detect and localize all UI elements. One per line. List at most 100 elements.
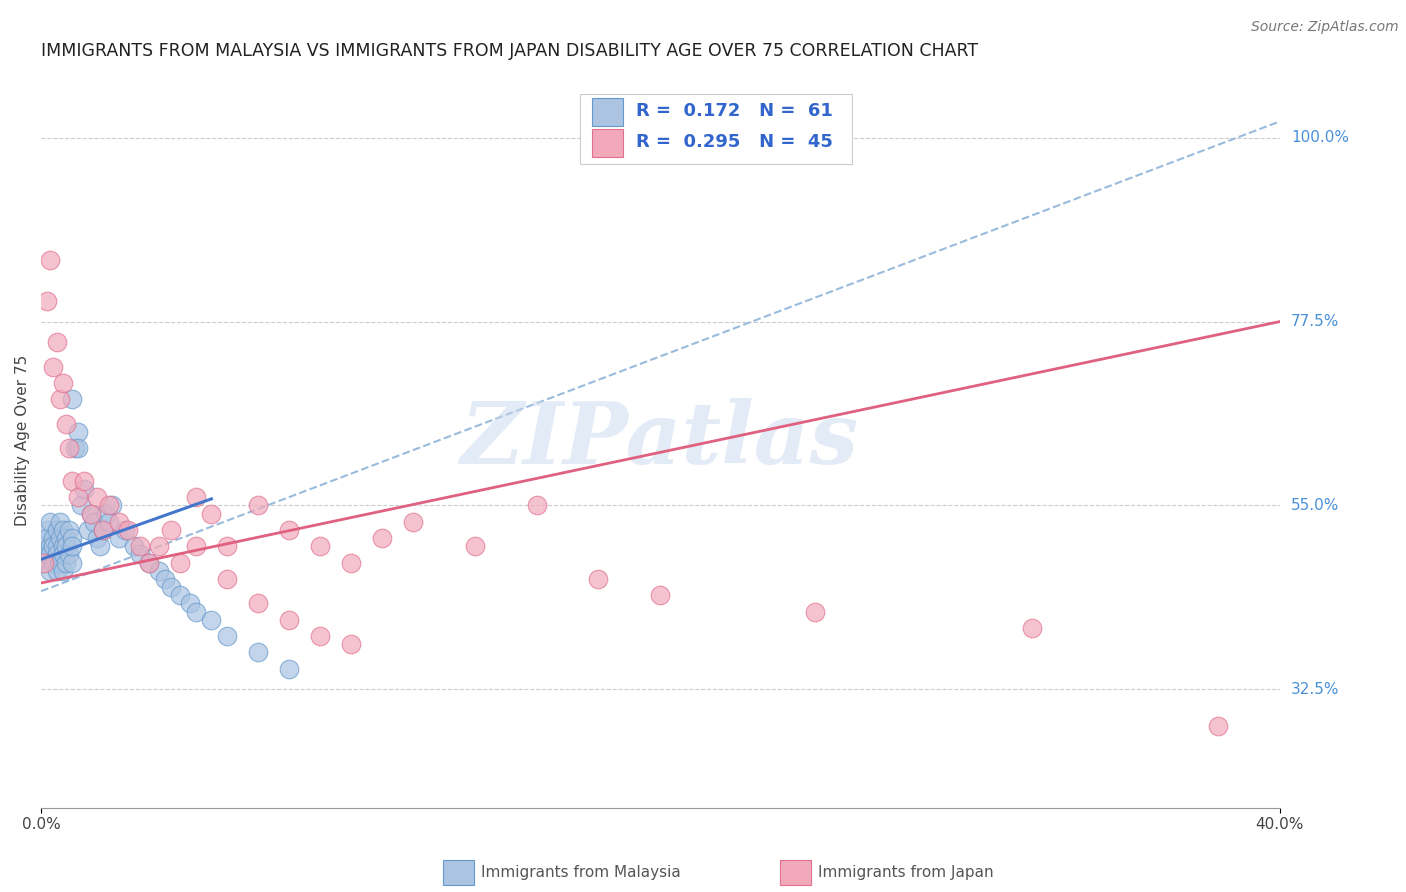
- Point: [42, 556, 65, 570]
- Point: [55, 531, 77, 545]
- Point: [48, 392, 70, 407]
- Point: [83, 515, 105, 529]
- Point: [160, 580, 183, 594]
- Point: [52, 376, 75, 390]
- Point: [37, 548, 59, 562]
- Point: [122, 539, 145, 553]
- Point: [129, 548, 152, 562]
- Point: [48, 531, 70, 545]
- Point: [117, 523, 139, 537]
- Point: [169, 588, 191, 602]
- Point: [37, 294, 59, 309]
- Point: [58, 548, 80, 562]
- Point: [184, 605, 207, 619]
- Point: [89, 539, 111, 553]
- Point: [107, 531, 129, 545]
- Point: [107, 515, 129, 529]
- Point: [804, 605, 827, 619]
- Point: [79, 507, 101, 521]
- Point: [98, 515, 121, 529]
- Point: [73, 474, 96, 488]
- Point: [73, 482, 96, 496]
- Point: [246, 645, 269, 659]
- Point: [1021, 621, 1043, 635]
- Point: [148, 564, 170, 578]
- Point: [86, 490, 108, 504]
- Y-axis label: Disability Age Over 75: Disability Age Over 75: [15, 354, 30, 525]
- Point: [246, 499, 269, 513]
- Text: 100.0%: 100.0%: [1291, 130, 1348, 145]
- Point: [45, 523, 67, 537]
- Point: [246, 597, 269, 611]
- Point: [101, 499, 124, 513]
- Point: [86, 531, 108, 545]
- Point: [138, 556, 160, 570]
- Point: [48, 556, 70, 570]
- Point: [55, 539, 77, 553]
- Point: [526, 499, 548, 513]
- Point: [39, 564, 62, 578]
- Point: [464, 539, 486, 553]
- Point: [308, 539, 330, 553]
- Point: [52, 548, 75, 562]
- Point: [42, 359, 65, 374]
- Point: [45, 548, 67, 562]
- Point: [55, 417, 77, 431]
- Point: [588, 572, 610, 586]
- Point: [39, 253, 62, 268]
- Point: [160, 523, 183, 537]
- Text: Source: ZipAtlas.com: Source: ZipAtlas.com: [1251, 20, 1399, 34]
- Point: [148, 539, 170, 553]
- Point: [200, 507, 222, 521]
- Text: ZIPatlas: ZIPatlas: [461, 399, 859, 482]
- Text: 77.5%: 77.5%: [1291, 314, 1339, 329]
- Point: [91, 523, 114, 537]
- Point: [39, 539, 62, 553]
- Point: [42, 531, 65, 545]
- Point: [52, 523, 75, 537]
- Point: [184, 539, 207, 553]
- Point: [67, 425, 90, 439]
- Point: [277, 662, 299, 676]
- Point: [63, 441, 86, 455]
- Point: [129, 539, 152, 553]
- Text: R =  0.172   N =  61: R = 0.172 N = 61: [636, 103, 832, 120]
- Point: [1206, 719, 1229, 733]
- Point: [200, 613, 222, 627]
- Point: [402, 515, 425, 529]
- Point: [60, 539, 83, 553]
- Point: [94, 507, 117, 521]
- Point: [42, 539, 65, 553]
- Point: [58, 523, 80, 537]
- Point: [277, 613, 299, 627]
- Point: [650, 588, 672, 602]
- Point: [114, 523, 136, 537]
- Text: 55.0%: 55.0%: [1291, 498, 1339, 513]
- Point: [39, 548, 62, 562]
- Point: [70, 499, 93, 513]
- Point: [370, 531, 392, 545]
- Text: Immigrants from Japan: Immigrants from Japan: [818, 865, 994, 880]
- Point: [67, 490, 90, 504]
- Point: [215, 629, 238, 643]
- Point: [60, 531, 83, 545]
- Point: [179, 597, 201, 611]
- FancyBboxPatch shape: [592, 98, 623, 126]
- Point: [55, 556, 77, 570]
- Point: [39, 515, 62, 529]
- Point: [184, 490, 207, 504]
- Point: [76, 523, 98, 537]
- Point: [37, 531, 59, 545]
- Point: [37, 523, 59, 537]
- Point: [308, 629, 330, 643]
- Point: [45, 334, 67, 349]
- Point: [79, 507, 101, 521]
- Point: [32, 556, 55, 570]
- Point: [58, 441, 80, 455]
- Text: 32.5%: 32.5%: [1291, 681, 1340, 697]
- Point: [60, 392, 83, 407]
- FancyBboxPatch shape: [592, 129, 623, 157]
- Point: [32, 556, 55, 570]
- Point: [32, 539, 55, 553]
- Point: [45, 564, 67, 578]
